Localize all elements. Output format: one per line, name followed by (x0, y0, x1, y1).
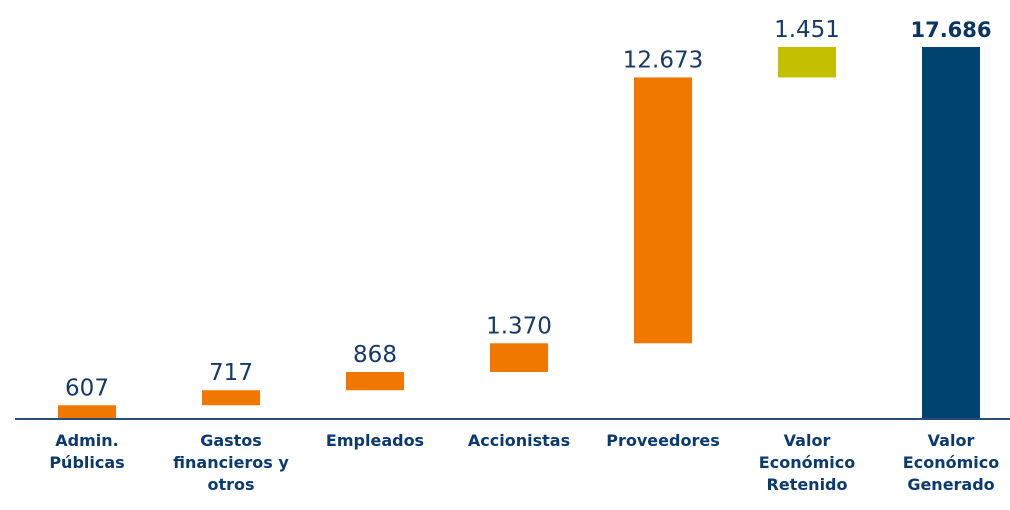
value-label: 607 (65, 375, 109, 401)
value-label: 717 (209, 360, 253, 386)
x-tick-label: Gastos financieros y otros (173, 431, 289, 494)
bar (490, 343, 548, 373)
value-label: 17.686 (910, 18, 991, 42)
x-tick-label: Accionistas (467, 431, 571, 450)
bar (346, 372, 404, 391)
value-label: 12.673 (623, 47, 703, 73)
value-label: 1.370 (486, 313, 552, 339)
value-label: 868 (353, 342, 397, 368)
bar (634, 77, 692, 344)
bar (58, 405, 116, 418)
x-tick-label: Valor Económico Retenido (758, 431, 856, 494)
x-tick-label: Admin. Públicas (49, 431, 125, 472)
bar (922, 47, 980, 418)
x-tick-label: Valor Económico Generado (902, 431, 1000, 494)
bar (202, 390, 260, 406)
x-tick-label: Empleados (325, 431, 425, 450)
bar (778, 47, 836, 78)
value-label: 1.451 (774, 17, 840, 43)
x-tick-label: Proveedores (606, 431, 720, 450)
